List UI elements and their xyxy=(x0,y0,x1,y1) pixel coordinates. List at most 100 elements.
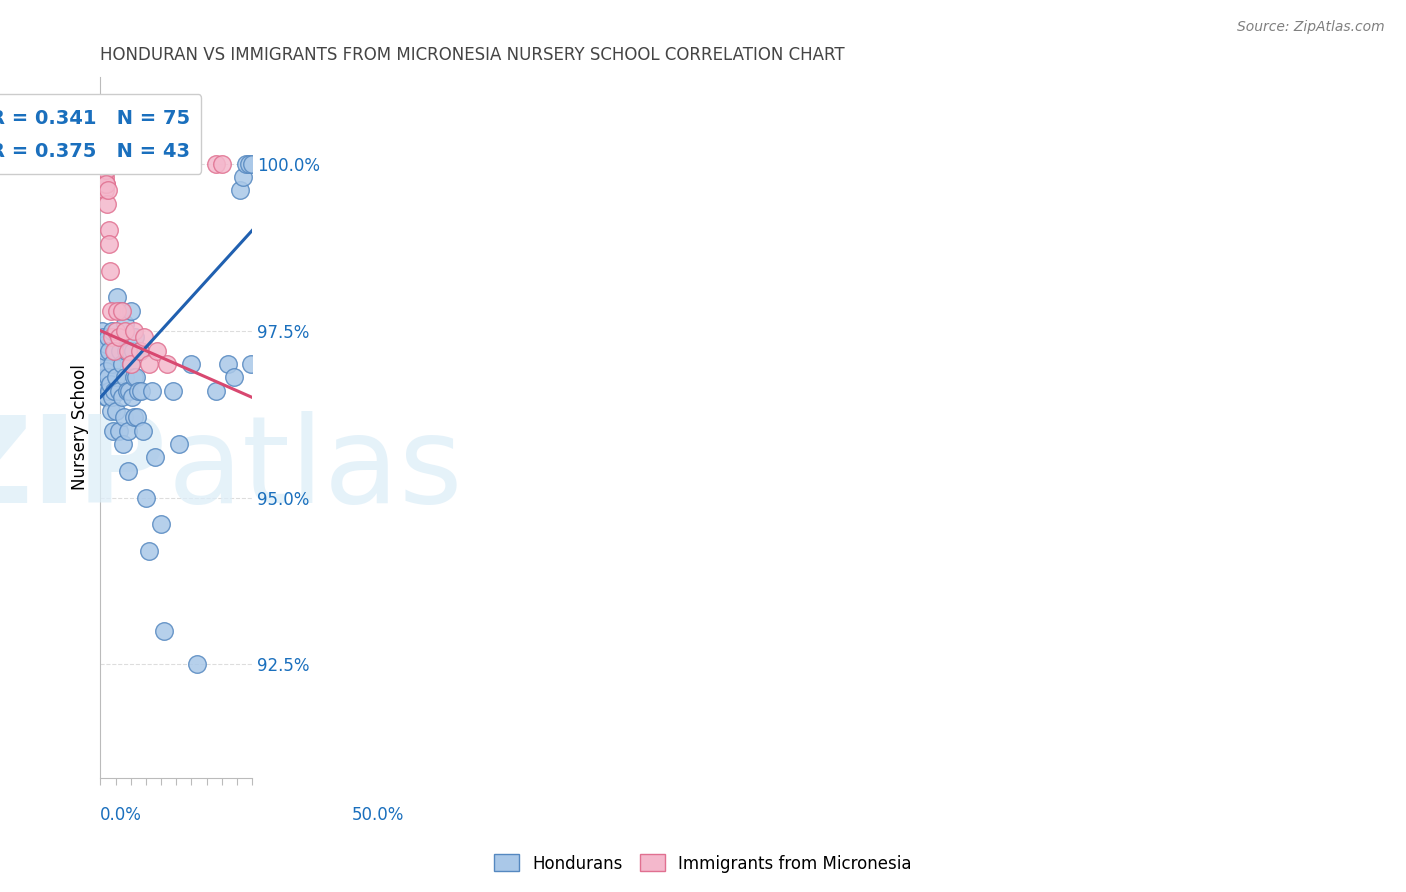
Point xyxy=(143,450,166,465)
Point xyxy=(124,330,146,344)
Point xyxy=(101,324,124,338)
Point xyxy=(232,169,254,184)
Point xyxy=(93,163,115,178)
Point xyxy=(94,177,117,191)
Point xyxy=(98,263,121,277)
Point xyxy=(120,357,142,371)
Point xyxy=(101,330,124,344)
Point xyxy=(125,410,148,425)
Point xyxy=(180,357,202,371)
Point xyxy=(96,196,118,211)
Point xyxy=(94,183,117,197)
Point xyxy=(125,370,148,384)
Point xyxy=(238,157,260,171)
Point xyxy=(105,303,128,318)
Legend: R = 0.341   N = 75, R = 0.375   N = 43: R = 0.341 N = 75, R = 0.375 N = 43 xyxy=(0,94,201,174)
Point xyxy=(132,424,155,438)
Point xyxy=(114,317,136,331)
Point xyxy=(131,384,153,398)
Y-axis label: Nursery School: Nursery School xyxy=(72,365,89,491)
Point xyxy=(217,357,239,371)
Point xyxy=(122,343,145,358)
Point xyxy=(101,357,124,371)
Point xyxy=(121,391,143,405)
Text: ZIP: ZIP xyxy=(0,411,167,528)
Point xyxy=(117,343,139,358)
Point xyxy=(90,157,112,171)
Point xyxy=(101,391,124,405)
Point xyxy=(107,330,129,344)
Text: 50.0%: 50.0% xyxy=(352,806,404,824)
Point xyxy=(104,403,127,417)
Point xyxy=(115,343,138,358)
Point xyxy=(94,343,117,358)
Point xyxy=(90,169,112,184)
Point xyxy=(150,517,173,532)
Point xyxy=(156,357,179,371)
Point xyxy=(107,330,129,344)
Text: HONDURAN VS IMMIGRANTS FROM MICRONESIA NURSERY SCHOOL CORRELATION CHART: HONDURAN VS IMMIGRANTS FROM MICRONESIA N… xyxy=(100,46,845,64)
Point xyxy=(235,157,257,171)
Point xyxy=(97,384,120,398)
Point xyxy=(112,437,135,451)
Point xyxy=(97,223,120,237)
Point xyxy=(204,157,226,171)
Point xyxy=(98,377,121,392)
Point xyxy=(110,303,132,318)
Point xyxy=(128,343,150,358)
Point xyxy=(96,337,118,351)
Point xyxy=(107,384,129,398)
Point xyxy=(90,163,112,178)
Point xyxy=(93,177,115,191)
Point xyxy=(104,370,127,384)
Point xyxy=(98,343,121,358)
Point xyxy=(93,357,115,371)
Point xyxy=(103,343,125,358)
Point xyxy=(93,157,115,171)
Point xyxy=(96,163,118,178)
Point xyxy=(90,324,112,338)
Point xyxy=(120,303,142,318)
Point xyxy=(120,357,142,371)
Point xyxy=(120,343,142,358)
Legend: Hondurans, Immigrants from Micronesia: Hondurans, Immigrants from Micronesia xyxy=(488,847,918,880)
Point xyxy=(97,183,120,197)
Point xyxy=(91,157,114,171)
Point xyxy=(96,391,118,405)
Point xyxy=(100,303,122,318)
Point xyxy=(96,177,118,191)
Point xyxy=(110,357,132,371)
Point xyxy=(222,370,245,384)
Point xyxy=(204,384,226,398)
Point xyxy=(128,343,150,358)
Point xyxy=(104,324,127,338)
Point xyxy=(134,330,156,344)
Point xyxy=(186,657,208,672)
Point xyxy=(97,330,120,344)
Point xyxy=(115,384,138,398)
Point xyxy=(91,157,114,171)
Point xyxy=(91,157,114,171)
Point xyxy=(103,384,125,398)
Point xyxy=(135,491,157,505)
Point xyxy=(169,437,191,451)
Point xyxy=(104,343,127,358)
Point xyxy=(117,464,139,478)
Point xyxy=(91,163,114,178)
Point xyxy=(211,157,233,171)
Point xyxy=(229,183,252,197)
Point xyxy=(98,236,121,251)
Point xyxy=(93,377,115,392)
Point xyxy=(93,169,115,184)
Point xyxy=(118,384,141,398)
Point xyxy=(108,424,131,438)
Point xyxy=(145,343,167,358)
Point xyxy=(94,370,117,384)
Point xyxy=(114,324,136,338)
Point xyxy=(91,351,114,365)
Point xyxy=(162,384,184,398)
Point xyxy=(124,410,146,425)
Point xyxy=(94,169,117,184)
Point xyxy=(93,177,115,191)
Point xyxy=(138,357,160,371)
